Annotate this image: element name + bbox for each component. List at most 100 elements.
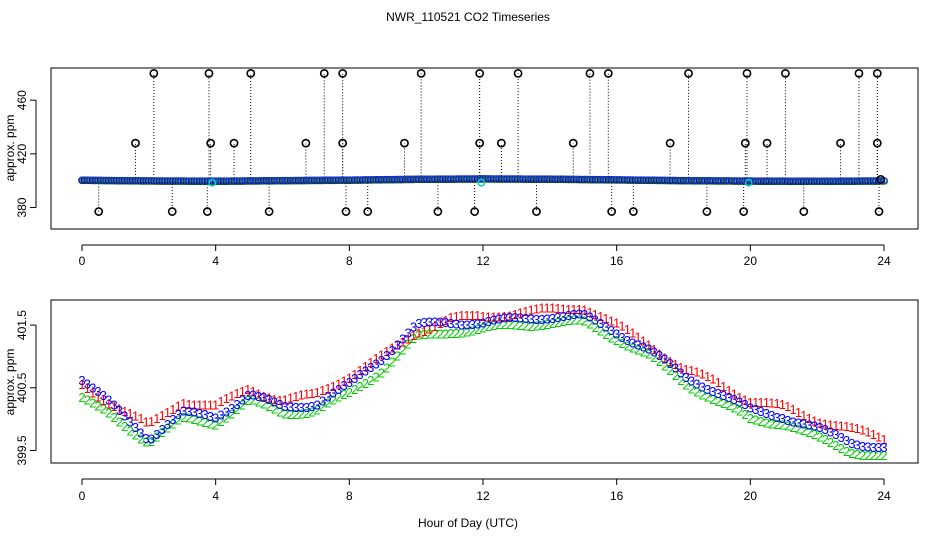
series-2-point: 2 bbox=[581, 313, 588, 328]
series-2-point: 2 bbox=[260, 396, 267, 411]
series-3-point: 3 bbox=[592, 313, 599, 328]
series-2-point: 2 bbox=[699, 387, 706, 402]
series-2-point: 2 bbox=[442, 326, 449, 341]
series-1-point: 1 bbox=[185, 397, 192, 412]
series-3-point: 3 bbox=[233, 397, 240, 412]
series-1-point: 1 bbox=[618, 319, 625, 334]
series-3-point: 3 bbox=[752, 402, 759, 417]
series-1-point: 1 bbox=[239, 384, 246, 399]
series-3-point: 3 bbox=[415, 316, 422, 331]
series-1-point: 1 bbox=[581, 302, 588, 317]
series-2-point: 2 bbox=[784, 419, 791, 434]
series-3-point: 3 bbox=[212, 410, 219, 425]
series-3-point: 3 bbox=[768, 408, 775, 423]
series-1-point: 1 bbox=[709, 372, 716, 387]
series-2-point: 2 bbox=[672, 368, 679, 383]
series-1-point: 1 bbox=[667, 354, 674, 369]
series-3-point: 3 bbox=[560, 309, 567, 324]
series-1-point: 1 bbox=[431, 319, 438, 334]
series-2-point: 2 bbox=[677, 373, 684, 388]
series-2-point: 2 bbox=[372, 369, 379, 384]
series-1-point: 1 bbox=[276, 393, 283, 408]
series-1-point: 1 bbox=[335, 377, 342, 392]
series-2-point: 2 bbox=[565, 313, 572, 328]
series-1-point: 1 bbox=[137, 411, 144, 426]
series-3-point: 3 bbox=[800, 417, 807, 432]
series-2-point: 2 bbox=[608, 330, 615, 345]
series-1-point: 1 bbox=[661, 350, 668, 365]
series-1-point: 1 bbox=[864, 424, 871, 439]
series-1-point: 1 bbox=[533, 301, 540, 316]
series-3-point: 3 bbox=[116, 403, 123, 418]
series-3-point: 3 bbox=[640, 340, 647, 355]
series-3-point: 3 bbox=[827, 424, 834, 439]
series-3-point: 3 bbox=[314, 398, 321, 413]
series-2-point: 2 bbox=[688, 381, 695, 396]
series-3-point: 3 bbox=[485, 314, 492, 329]
series-1-point: 1 bbox=[811, 413, 818, 428]
series-3-point: 3 bbox=[255, 389, 262, 404]
series-1-point: 1 bbox=[196, 398, 203, 413]
series-3-point: 3 bbox=[127, 414, 134, 429]
spike-point bbox=[229, 138, 239, 148]
series-2-point: 2 bbox=[223, 411, 230, 426]
series-1-point: 1 bbox=[164, 405, 171, 420]
series-3-point: 3 bbox=[816, 420, 823, 435]
series-1-point: 1 bbox=[346, 370, 353, 385]
series-2-point: 2 bbox=[217, 414, 224, 429]
series-1-point: 1 bbox=[538, 301, 545, 316]
series-1-point: 1 bbox=[228, 388, 235, 403]
series-2-point: 2 bbox=[469, 323, 476, 338]
series-2-point: 2 bbox=[233, 402, 240, 417]
series-2-point: 2 bbox=[576, 312, 583, 327]
spike-point bbox=[872, 68, 882, 78]
series-2-point: 2 bbox=[704, 390, 711, 405]
series-1-point: 1 bbox=[217, 394, 224, 409]
series-3-point: 3 bbox=[217, 408, 224, 423]
series-2-point: 2 bbox=[228, 406, 235, 421]
series-2-point: 2 bbox=[517, 318, 524, 333]
series-1-point: 1 bbox=[372, 351, 379, 366]
series-3-point: 3 bbox=[474, 317, 481, 332]
spike-point bbox=[513, 68, 523, 78]
series-2-point: 2 bbox=[854, 447, 861, 462]
series-2-point: 2 bbox=[880, 448, 887, 463]
top-plot-marks bbox=[78, 68, 889, 216]
series-2-point: 2 bbox=[495, 317, 502, 332]
series-3-point: 3 bbox=[271, 394, 278, 409]
series-2-point: 2 bbox=[362, 376, 369, 391]
series-3-point: 3 bbox=[811, 419, 818, 434]
series-2-point: 2 bbox=[383, 360, 390, 375]
series-3-point: 3 bbox=[431, 314, 438, 329]
series-3-point: 3 bbox=[319, 394, 326, 409]
series-1-point: 1 bbox=[683, 362, 690, 377]
series-3-point: 3 bbox=[292, 400, 299, 415]
series-1-point: 1 bbox=[249, 384, 256, 399]
spike-point bbox=[301, 138, 311, 148]
series-3-point: 3 bbox=[372, 357, 379, 372]
spike-point bbox=[475, 138, 485, 148]
series-3-point: 3 bbox=[463, 317, 470, 332]
y-tick-label: 380 bbox=[15, 197, 29, 217]
series-1-point: 1 bbox=[602, 311, 609, 326]
series-2-point: 2 bbox=[351, 382, 358, 397]
series-3-point: 3 bbox=[720, 388, 727, 403]
series-3-point: 3 bbox=[704, 382, 711, 397]
series-3-point: 3 bbox=[629, 335, 636, 350]
series-1-point: 1 bbox=[127, 406, 134, 421]
top-plot-frame bbox=[50, 67, 919, 230]
spike-point bbox=[532, 207, 541, 216]
series-1-point: 1 bbox=[287, 391, 294, 406]
series-1-point: 1 bbox=[244, 382, 251, 397]
series-2-point: 2 bbox=[720, 396, 727, 411]
series-3-point: 3 bbox=[143, 431, 150, 446]
series-3-point: 3 bbox=[693, 377, 700, 392]
series-3-point: 3 bbox=[84, 377, 91, 392]
series-1-point: 1 bbox=[479, 309, 486, 324]
series-3-point: 3 bbox=[169, 412, 176, 427]
series-1-point: 1 bbox=[549, 300, 556, 315]
series-3-point: 3 bbox=[549, 311, 556, 326]
series-2-point: 2 bbox=[249, 393, 256, 408]
series-2-point: 2 bbox=[656, 354, 663, 369]
series-1-point: 1 bbox=[207, 398, 214, 413]
